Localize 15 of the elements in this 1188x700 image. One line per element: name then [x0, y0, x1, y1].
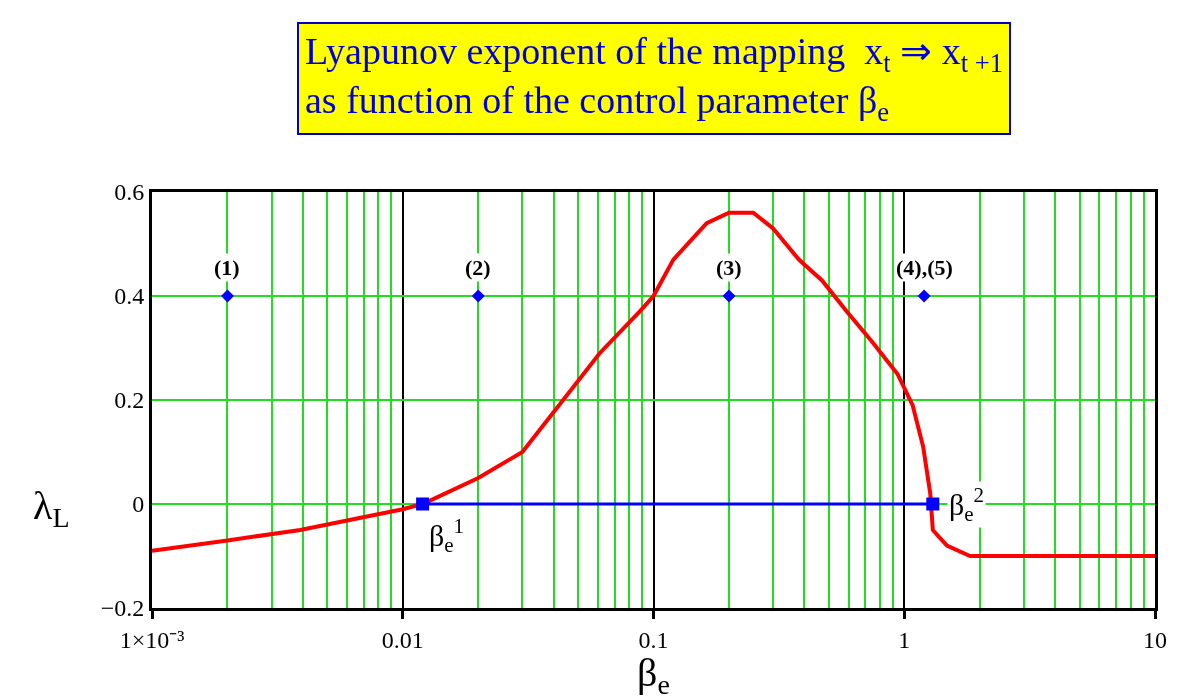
annotation: (1) — [214, 255, 240, 280]
y-tick-label: −0.2 — [100, 595, 145, 622]
y-tick-label: 0.4 — [114, 283, 145, 310]
annotation: (4),(5) — [896, 255, 953, 280]
x-tick-label: 10 — [1143, 626, 1167, 653]
y-tick-label: 0 — [132, 491, 145, 518]
y-tick-label: 0.2 — [114, 387, 145, 414]
annotation: (3) — [716, 255, 742, 280]
y-tick-label: 0.6 — [114, 179, 145, 206]
annotation: (2) — [465, 255, 491, 280]
x-tick-label: 1×10⁻³ — [119, 626, 185, 653]
x-tick-label: 0.01 — [381, 626, 424, 653]
y-axis-title: λ$_{L}$ — [33, 483, 70, 534]
x-tick-label: 1 — [898, 626, 911, 653]
chart-title: Lyapunov exponent of the mapping x$_{t}$ ⇒ x$_{t +1}$ as function of the control parameter β$_{e}$ — [305, 30, 1004, 128]
